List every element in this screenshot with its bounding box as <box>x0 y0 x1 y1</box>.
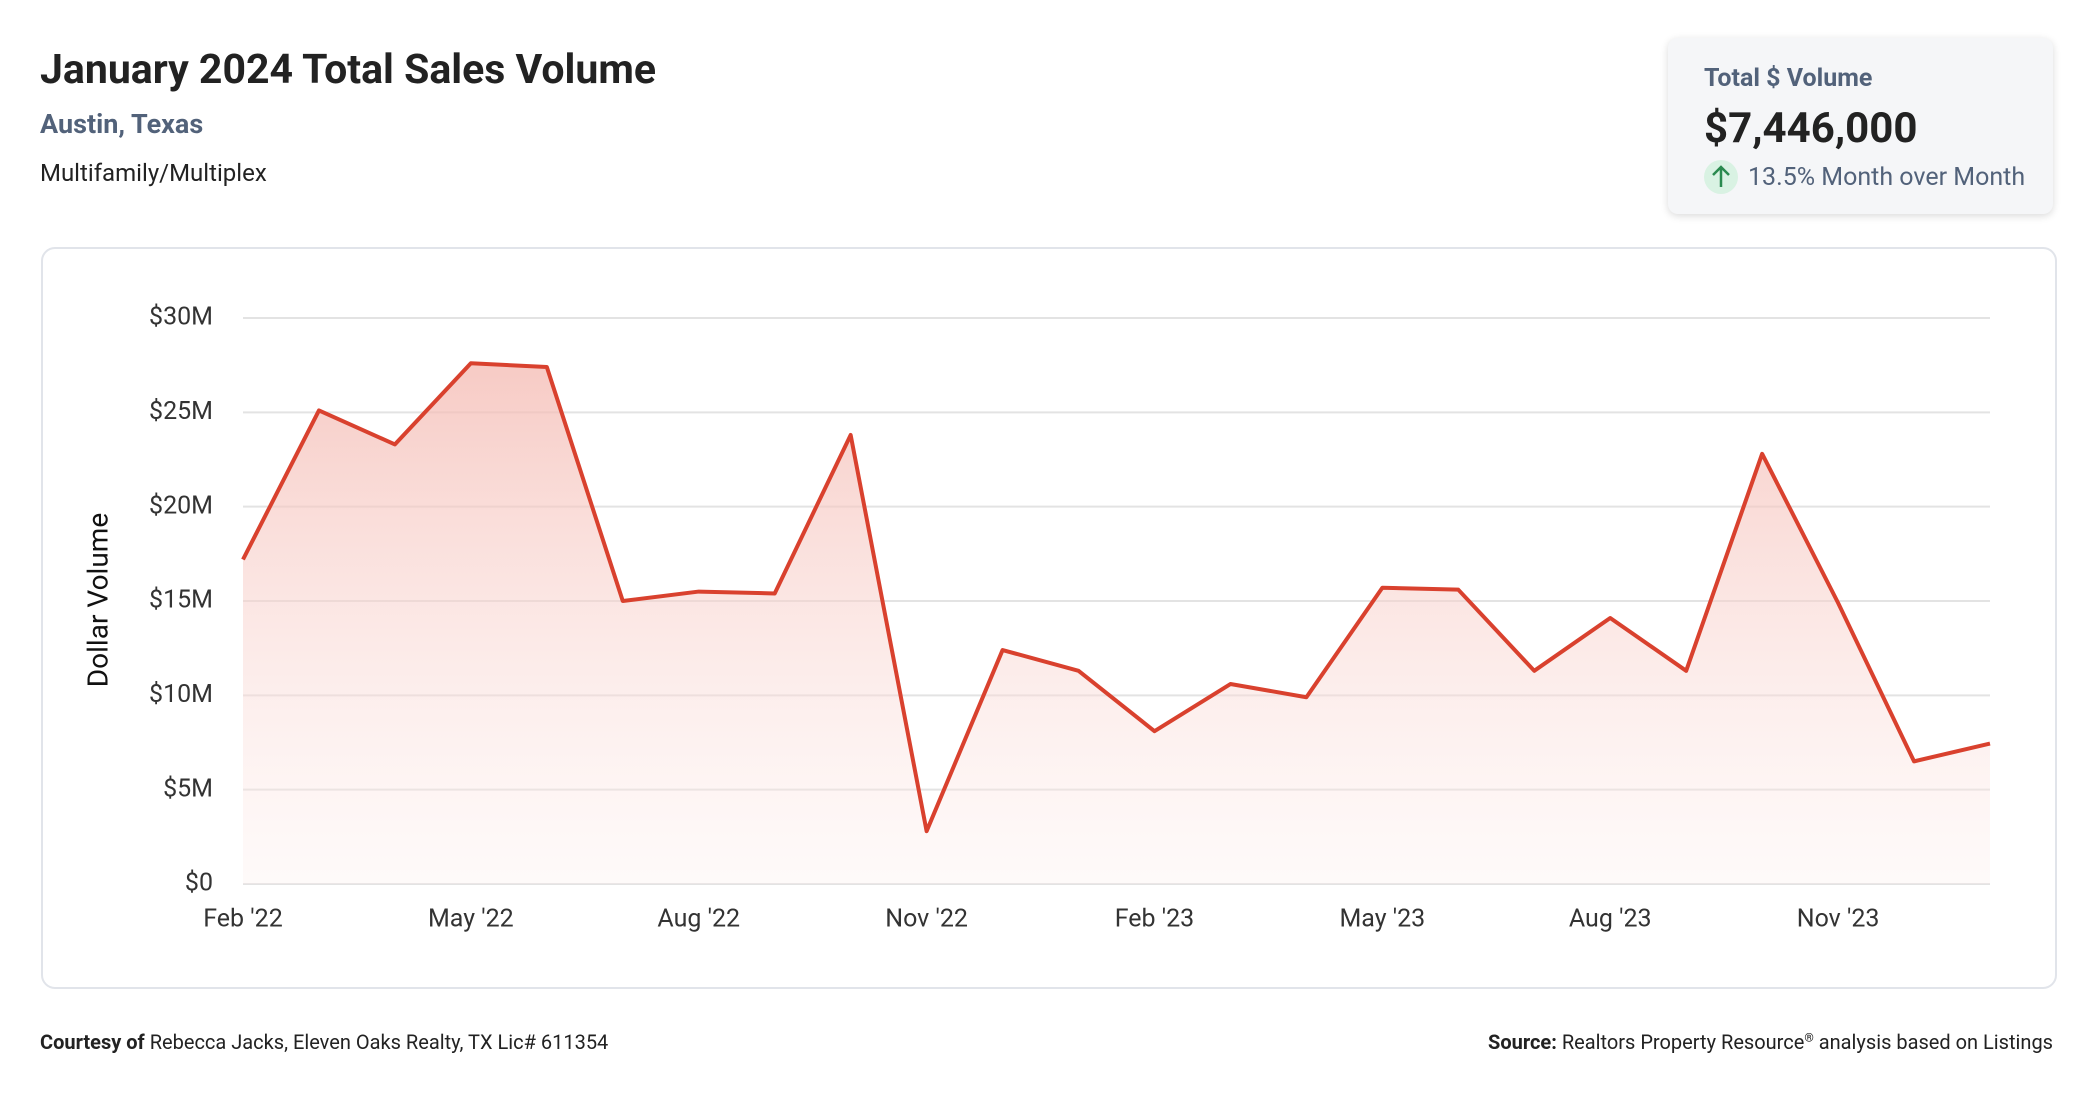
x-tick-label: Nov '23 <box>1797 905 1880 934</box>
up-icon <box>1704 160 1738 194</box>
up-arrow <box>1712 165 1730 187</box>
card-change: 13.5% Month over Month <box>1748 163 2026 192</box>
y-tick-label: $30M <box>149 303 213 332</box>
courtesy: Courtesy of Rebecca Jacks, Eleven Oaks R… <box>40 1030 608 1054</box>
y-axis-label: Dollar Volume <box>81 513 114 687</box>
title: January 2024 Total Sales Volume <box>40 46 656 94</box>
x-tick-label: May '23 <box>1339 905 1425 934</box>
location: Austin, Texas <box>40 108 204 140</box>
card-label: Total $ Volume <box>1704 64 1873 93</box>
x-tick-label: Feb '23 <box>1115 905 1195 934</box>
y-tick-label: $5M <box>163 774 213 803</box>
courtesy-label: Courtesy of <box>40 1030 145 1054</box>
source-rest: analysis based on Listings <box>1818 1030 2053 1054</box>
y-tick-label: $10M <box>149 680 213 709</box>
summary-card: Total $ Volume $7,446,000 13.5% Month ov… <box>1668 38 2053 214</box>
card-value: $7,446,000 <box>1704 104 1918 153</box>
y-tick-label: $25M <box>149 397 213 426</box>
segment: Multifamily/Multiplex <box>40 159 267 187</box>
x-tick-label: Feb '22 <box>203 905 283 934</box>
y-tick-label: $20M <box>149 491 213 520</box>
y-tick-label: $15M <box>149 586 213 615</box>
area <box>243 363 1990 884</box>
x-tick-label: Aug '23 <box>1569 905 1652 934</box>
x-tick-label: Aug '22 <box>657 905 740 934</box>
x-tick-label: Nov '22 <box>885 905 968 934</box>
line <box>241 361 1991 834</box>
y-tick-label: $0 <box>185 869 213 898</box>
x-tick-label: May '22 <box>428 905 514 934</box>
source-label: Source: <box>1488 1030 1557 1054</box>
source-mark: ® <box>1804 1030 1814 1045</box>
chart-frame <box>41 247 2057 989</box>
source-name: Realtors Property Resource <box>1561 1030 1805 1054</box>
source: Source: Realtors Property Resource® anal… <box>1488 1030 2053 1054</box>
courtesy-text: Rebecca Jacks, Eleven Oaks Realty, TX Li… <box>149 1030 609 1054</box>
